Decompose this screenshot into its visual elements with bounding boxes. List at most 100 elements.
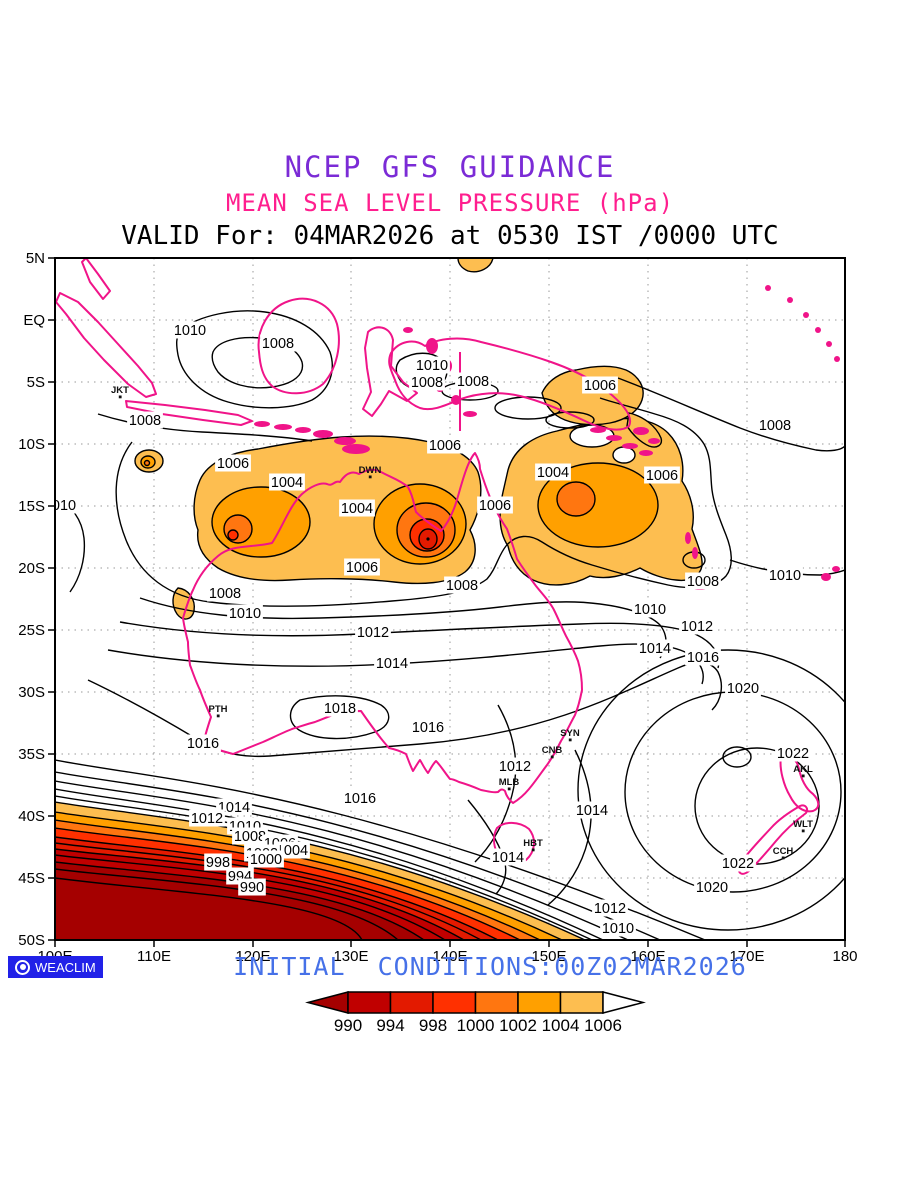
svg-text:1012: 1012: [357, 625, 389, 641]
svg-text:1022: 1022: [777, 746, 809, 762]
svg-text:990: 990: [240, 880, 264, 896]
svg-text:120E: 120E: [235, 948, 270, 965]
svg-text:PTH: PTH: [209, 704, 228, 715]
svg-text:HBT: HBT: [523, 838, 543, 849]
svg-text:1008: 1008: [209, 586, 241, 602]
svg-text:1018: 1018: [324, 701, 356, 717]
colorbar-legend: 990 994 998 1000 1002 1004 1006: [305, 991, 646, 1035]
svg-text:1004: 1004: [537, 465, 569, 481]
svg-text:25S: 25S: [18, 622, 45, 639]
svg-text:1014: 1014: [218, 800, 250, 816]
svg-text:1008: 1008: [262, 336, 294, 352]
svg-text:CCH: CCH: [773, 846, 794, 857]
svg-text:MLB: MLB: [499, 777, 520, 788]
svg-text:1010: 1010: [229, 606, 261, 622]
svg-text:45S: 45S: [18, 870, 45, 887]
logo-circle-icon: [15, 959, 30, 975]
logo-text: WEACLIM: [35, 959, 96, 975]
weaclim-logo: WEACLIM: [8, 956, 103, 978]
city-labels: JKT DWN PTH SYN CNB MLB HBT AKL WLT CCH: [111, 385, 813, 860]
svg-text:DWN: DWN: [359, 465, 382, 476]
svg-text:1006: 1006: [584, 378, 616, 394]
svg-text:WLT: WLT: [793, 819, 813, 830]
svg-text:30S: 30S: [18, 684, 45, 701]
svg-text:1000: 1000: [250, 852, 282, 868]
svg-text:998: 998: [419, 1016, 447, 1035]
svg-text:170E: 170E: [729, 948, 764, 965]
svg-text:1004: 1004: [542, 1016, 580, 1035]
svg-text:SYN: SYN: [560, 728, 580, 739]
svg-text:1012: 1012: [191, 811, 223, 827]
svg-text:1000: 1000: [457, 1016, 495, 1035]
svg-text:AKL: AKL: [793, 764, 813, 775]
svg-text:1016: 1016: [187, 736, 219, 752]
svg-text:110E: 110E: [137, 948, 171, 965]
svg-text:1010: 1010: [416, 358, 448, 374]
svg-text:1016: 1016: [344, 791, 376, 807]
svg-text:1004: 1004: [276, 843, 308, 859]
svg-text:1006: 1006: [584, 1016, 622, 1035]
svg-text:CNB: CNB: [542, 745, 563, 756]
tropical-low-shading: [134, 259, 703, 620]
svg-text:1008: 1008: [457, 374, 489, 390]
svg-text:1016: 1016: [687, 650, 719, 666]
svg-text:1008: 1008: [687, 574, 719, 590]
svg-text:1012: 1012: [681, 619, 713, 635]
svg-text:1006: 1006: [346, 560, 378, 576]
svg-text:50S: 50S: [18, 932, 45, 949]
svg-text:130E: 130E: [333, 948, 368, 965]
svg-text:1004: 1004: [271, 475, 303, 491]
map-axes: 5NEQ5S10S15S20S25S30S35S40S45S50S100E110…: [18, 250, 857, 965]
valid-time-line: VALID For: 04MAR2026 at 0530 IST /0000 U…: [121, 221, 779, 251]
svg-text:1010: 1010: [602, 921, 634, 937]
svg-text:1016: 1016: [412, 720, 444, 736]
svg-text:1002: 1002: [499, 1016, 537, 1035]
svg-text:1012: 1012: [499, 759, 531, 775]
page-title: NCEP GFS GUIDANCE: [284, 150, 616, 184]
svg-text:40S: 40S: [18, 808, 45, 825]
svg-text:1010: 1010: [174, 323, 206, 339]
variable-title: MEAN SEA LEVEL PRESSURE (hPa): [225, 189, 675, 217]
svg-text:1014: 1014: [576, 803, 608, 819]
svg-text:1022: 1022: [722, 856, 754, 872]
svg-text:160E: 160E: [630, 948, 665, 965]
svg-text:998: 998: [206, 855, 230, 871]
svg-text:20S: 20S: [18, 560, 45, 577]
svg-text:15S: 15S: [18, 498, 45, 515]
svg-text:1010: 1010: [769, 568, 801, 584]
svg-text:EQ: EQ: [23, 312, 45, 329]
svg-text:180: 180: [832, 948, 857, 965]
svg-text:1014: 1014: [492, 850, 524, 866]
svg-text:1008: 1008: [411, 375, 443, 391]
svg-text:1020: 1020: [727, 681, 759, 697]
svg-text:150E: 150E: [531, 948, 566, 965]
svg-text:1008: 1008: [446, 578, 478, 594]
svg-text:1004: 1004: [341, 501, 373, 517]
svg-text:1006: 1006: [217, 456, 249, 472]
initial-conditions-line: INITIAL CONDITIONS:00Z02MAR2026: [233, 952, 747, 981]
svg-text:1010: 1010: [44, 498, 76, 514]
svg-text:10S: 10S: [18, 436, 45, 453]
svg-text:1020: 1020: [696, 880, 728, 896]
svg-text:5N: 5N: [26, 250, 45, 267]
svg-text:JKT: JKT: [111, 385, 129, 396]
svg-text:1014: 1014: [376, 656, 408, 672]
svg-text:5S: 5S: [27, 374, 45, 391]
svg-text:1008: 1008: [759, 418, 791, 434]
svg-text:140E: 140E: [432, 948, 467, 965]
svg-text:1008: 1008: [129, 413, 161, 429]
svg-text:1006: 1006: [479, 498, 511, 514]
svg-text:1014: 1014: [639, 641, 671, 657]
svg-text:1006: 1006: [646, 468, 678, 484]
svg-text:1006: 1006: [429, 438, 461, 454]
svg-text:1012: 1012: [594, 901, 626, 917]
svg-text:994: 994: [376, 1016, 404, 1035]
svg-text:1008: 1008: [234, 829, 266, 845]
svg-text:990: 990: [334, 1016, 362, 1035]
svg-text:1010: 1010: [634, 602, 666, 618]
svg-text:35S: 35S: [18, 746, 45, 763]
